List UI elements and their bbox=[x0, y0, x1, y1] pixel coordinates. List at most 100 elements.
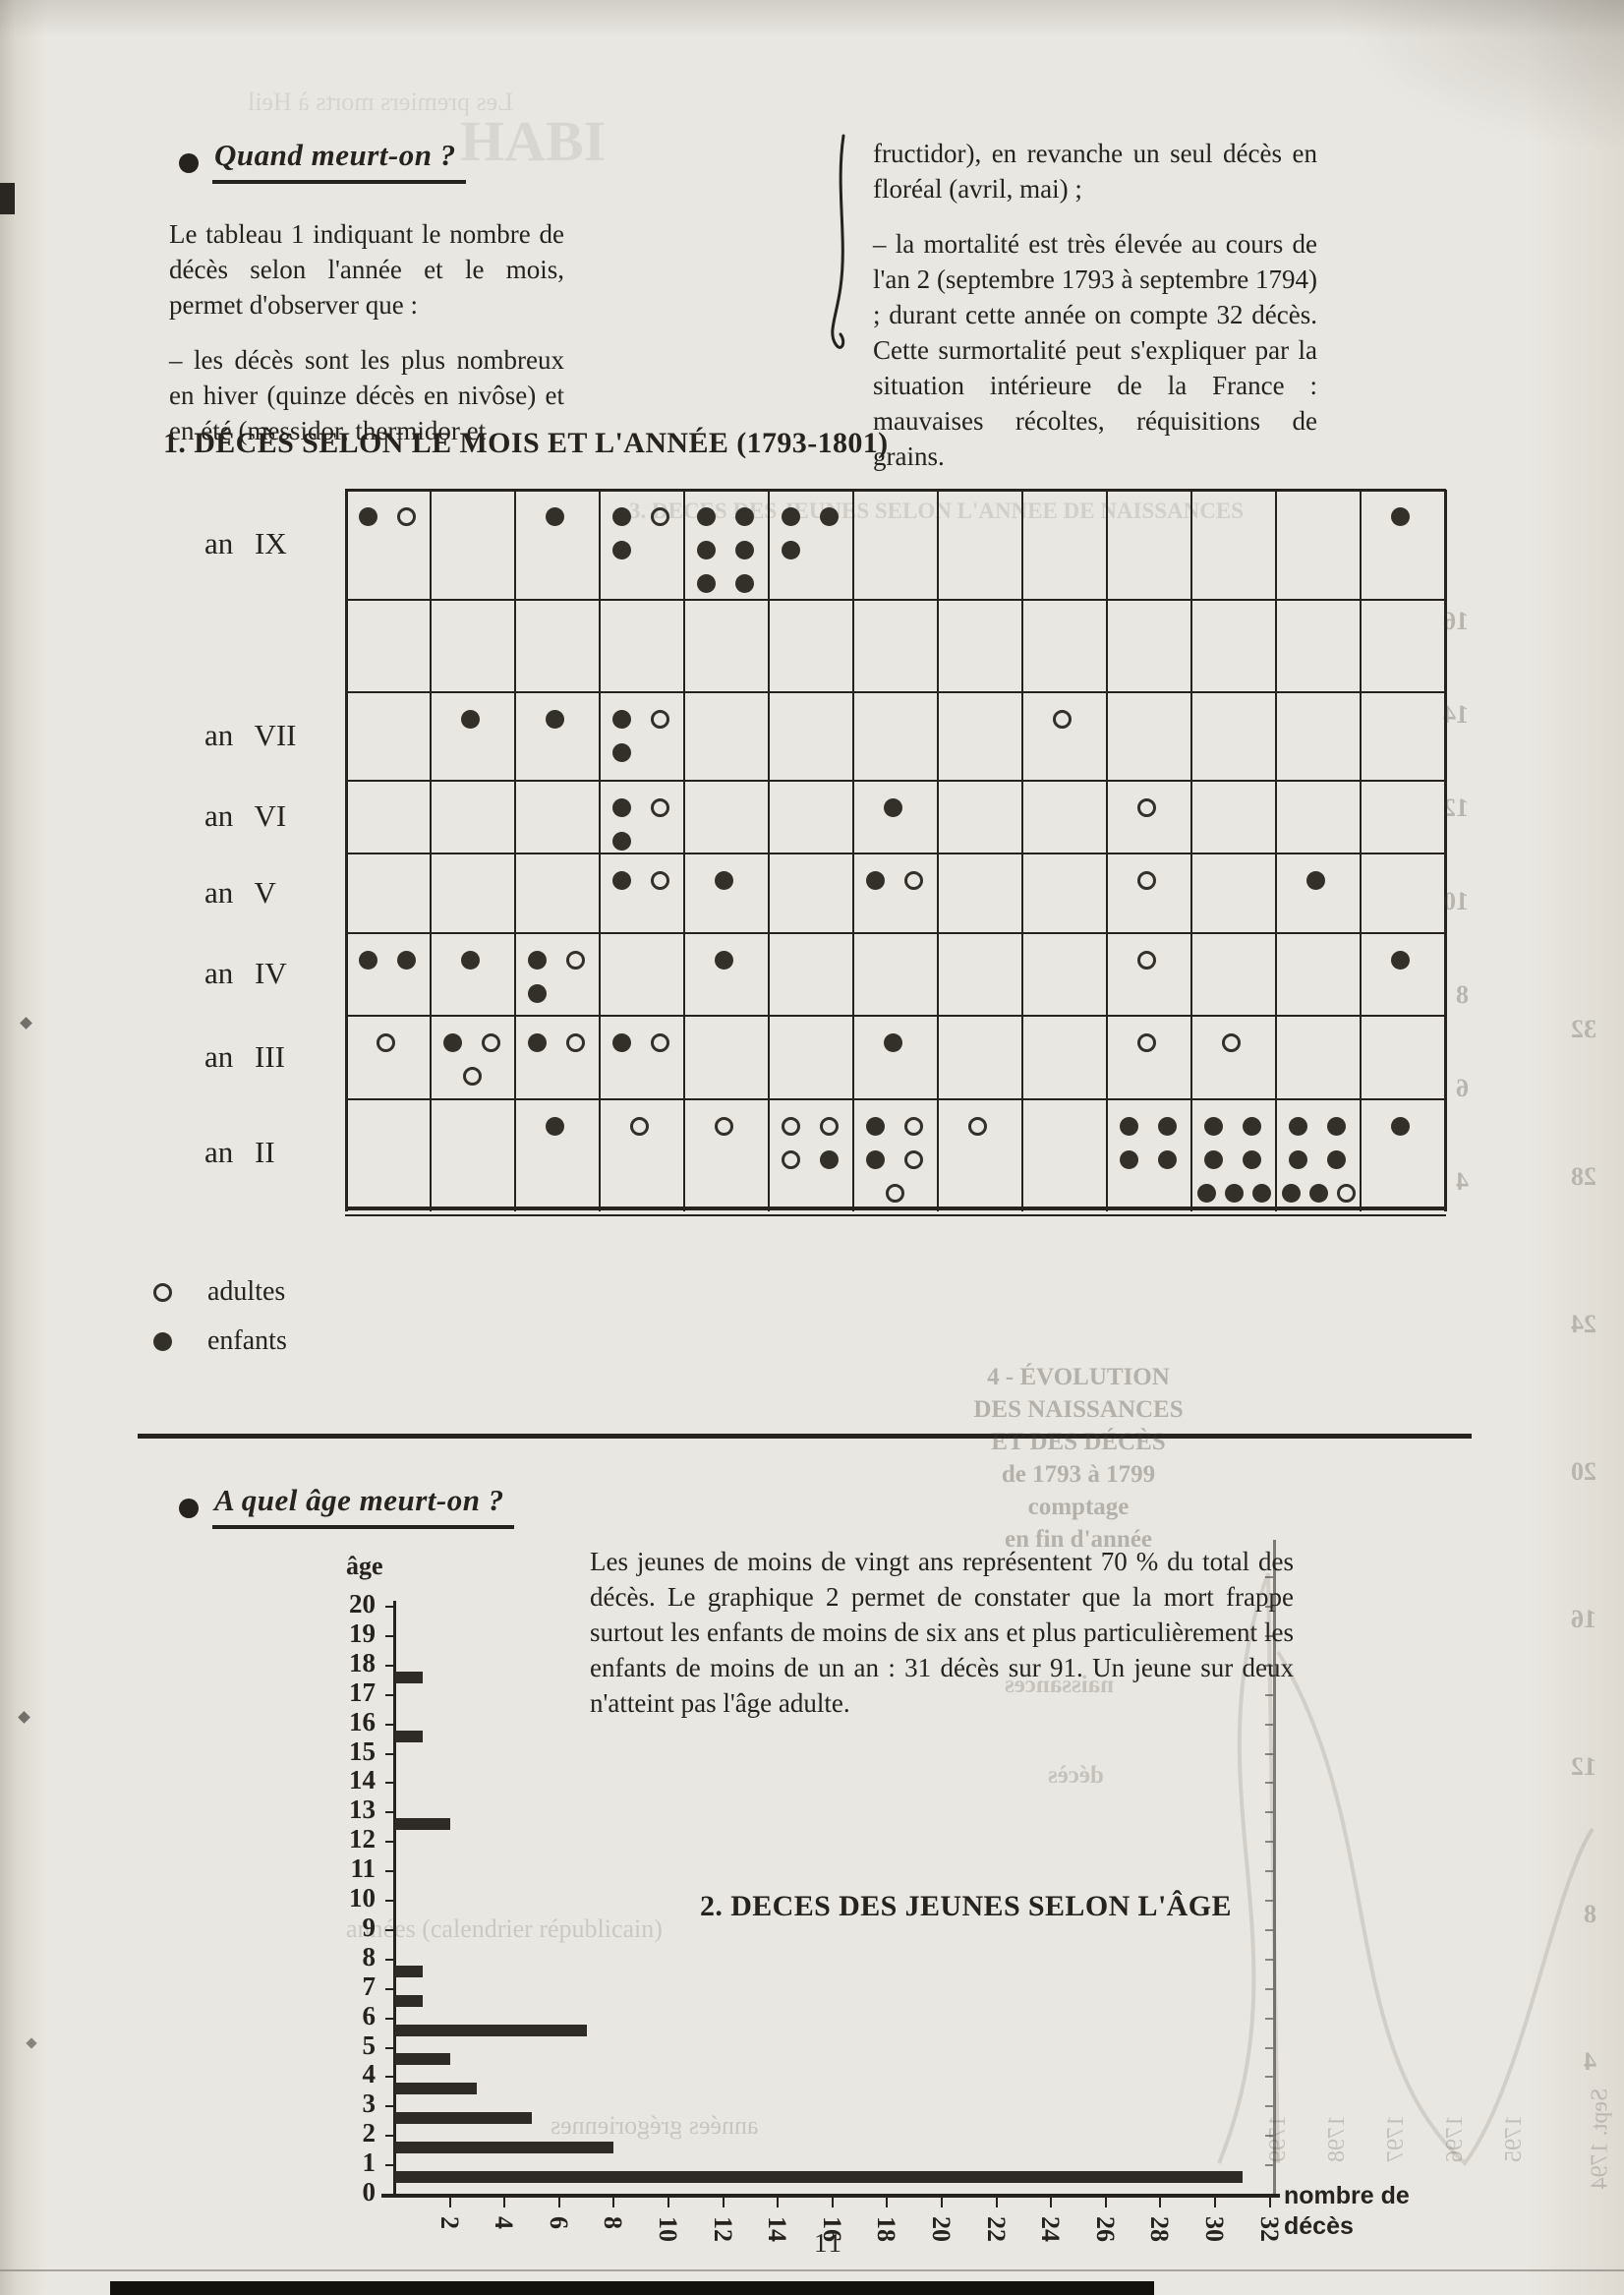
age-tick-label: 5 bbox=[362, 2030, 377, 2060]
deaths-tick bbox=[1050, 2197, 1053, 2207]
intro-right-column: fructidor), en revanche un seul décès en… bbox=[873, 136, 1317, 494]
table-bottom-double-line bbox=[345, 1214, 1446, 1216]
table-grid-hline bbox=[345, 932, 1446, 934]
deaths-tick-label: 24 bbox=[1036, 2216, 1066, 2242]
right-frame-tick bbox=[1264, 1634, 1273, 1637]
deaths-tick-label: 32 bbox=[1254, 2216, 1284, 2242]
death-dot-enfant bbox=[612, 832, 631, 851]
section-heading-quand: Quand meurt-on ? bbox=[212, 138, 466, 184]
table-grid-vline bbox=[937, 490, 939, 1211]
death-dot-enfant bbox=[1252, 1184, 1271, 1203]
age-tick-label: 3 bbox=[362, 2089, 377, 2119]
showthrough-text: 1797 bbox=[1383, 2115, 1409, 2162]
death-dot-enfant bbox=[612, 743, 631, 762]
death-dot-enfant bbox=[735, 507, 754, 526]
showthrough-text: années grégoriennes bbox=[551, 2111, 759, 2140]
death-dot-enfant bbox=[1197, 1184, 1216, 1203]
age-tick bbox=[385, 1693, 395, 1696]
death-dot-enfant bbox=[612, 710, 631, 729]
table1-title: 1. DÉCÈS SELON LE MOIS ET L'ANNÉE (1793-… bbox=[163, 427, 889, 459]
table-grid-hline bbox=[345, 780, 1446, 782]
legend-adultes: adultes bbox=[153, 1276, 285, 1308]
age-tick-label: 15 bbox=[349, 1736, 376, 1766]
deaths-tick bbox=[1104, 2197, 1107, 2207]
right-frame-tick bbox=[1264, 1900, 1273, 1902]
row-label-an-IX: an IX bbox=[204, 526, 287, 560]
table-grid-vline bbox=[1021, 490, 1023, 1211]
deaths-tick-label: 14 bbox=[763, 2216, 792, 2242]
table-grid-vline bbox=[345, 490, 348, 1211]
deaths-bar-age-0 bbox=[395, 2171, 1243, 2183]
death-dot-adulte bbox=[904, 1117, 923, 1136]
death-dot-adulte bbox=[1137, 951, 1156, 970]
age-tick bbox=[385, 1841, 395, 1844]
death-dot-adulte bbox=[566, 1033, 585, 1052]
section-heading-age: A quel âge meurt-on ? bbox=[212, 1483, 514, 1529]
death-dot-enfant bbox=[359, 507, 377, 526]
right-frame-tick bbox=[1264, 2164, 1273, 2167]
death-dot-enfant bbox=[697, 574, 716, 593]
death-dot-enfant bbox=[612, 507, 631, 526]
death-dot-adulte bbox=[968, 1117, 987, 1136]
deaths-bar-age-3 bbox=[395, 2083, 478, 2095]
deaths-tick bbox=[1214, 2197, 1216, 2207]
deaths-tick bbox=[1159, 2197, 1162, 2207]
death-dot-adulte bbox=[904, 1150, 923, 1169]
death-dot-enfant bbox=[1204, 1117, 1223, 1136]
age-tick bbox=[385, 1811, 395, 1814]
deaths-bar-age-6 bbox=[395, 1994, 423, 2007]
scan-mark bbox=[18, 1711, 30, 1724]
age-tick bbox=[385, 2076, 395, 2079]
age-tick-label: 13 bbox=[349, 1795, 376, 1825]
showthrough-text: 4 - ÉVOLUTION DES NAISSANCES ET DES DÉCÈ… bbox=[973, 1364, 1184, 1553]
table-grid-hline bbox=[345, 691, 1446, 693]
death-dot-enfant bbox=[461, 710, 480, 729]
death-dot-adulte bbox=[630, 1117, 649, 1136]
death-dot-enfant bbox=[782, 507, 800, 526]
page-edge-line bbox=[0, 2269, 1624, 2271]
scan-mark bbox=[0, 183, 15, 214]
table-grid-vline bbox=[1360, 490, 1362, 1211]
death-dot-enfant bbox=[697, 507, 716, 526]
right-frame-tick bbox=[1264, 2046, 1273, 2049]
death-dot-adulte bbox=[482, 1033, 500, 1052]
right-frame-tick bbox=[1264, 1928, 1273, 1931]
row-label-an-VII: an VII bbox=[204, 718, 297, 752]
table-grid-hline bbox=[345, 1015, 1446, 1017]
row-label-an-VI: an VI bbox=[204, 798, 287, 833]
showthrough-text: 1798 bbox=[1324, 2115, 1350, 2162]
death-dot-enfant bbox=[1120, 1117, 1138, 1136]
deaths-tick-label: 28 bbox=[1145, 2216, 1175, 2242]
right-frame-tick bbox=[1264, 1987, 1273, 1990]
deaths-tick bbox=[995, 2197, 998, 2207]
showthrough-text: 16 14 12 10 8 6 4 bbox=[1443, 607, 1469, 1196]
deaths-tick-label: 2 bbox=[435, 2216, 464, 2229]
death-dot-adulte bbox=[397, 507, 416, 526]
deaths-tick bbox=[941, 2197, 943, 2207]
death-dot-enfant bbox=[1391, 1117, 1410, 1136]
death-dot-enfant bbox=[715, 871, 733, 890]
deaths-tick bbox=[503, 2197, 506, 2207]
page-number: 11 bbox=[814, 2228, 843, 2258]
death-dot-enfant bbox=[1243, 1117, 1261, 1136]
deaths-tick-label: 30 bbox=[1200, 2216, 1229, 2242]
deaths-tick-label: 8 bbox=[599, 2216, 628, 2229]
age-tick bbox=[385, 2017, 395, 2020]
x-axis-line bbox=[381, 2194, 1280, 2198]
table-grid-vline bbox=[430, 490, 432, 1211]
deaths-bar-age-17 bbox=[395, 1671, 423, 1683]
showthrough-text: 1796 bbox=[1442, 2115, 1468, 2162]
death-dot-enfant bbox=[735, 541, 754, 559]
death-dot-enfant bbox=[528, 951, 547, 970]
age-tick bbox=[385, 2194, 395, 2196]
death-dot-adulte bbox=[651, 507, 669, 526]
death-dot-adulte bbox=[1137, 798, 1156, 817]
intro-left-column: Le tableau 1 indiquant le nombre de décè… bbox=[169, 216, 564, 468]
deaths-bar-age-12 bbox=[395, 1818, 450, 1831]
column-divider bbox=[831, 134, 845, 349]
deaths-tick bbox=[448, 2197, 451, 2207]
death-dot-enfant bbox=[866, 1117, 885, 1136]
death-dot-adulte bbox=[820, 1117, 839, 1136]
death-dot-enfant bbox=[546, 507, 564, 526]
death-dot-enfant bbox=[820, 507, 839, 526]
